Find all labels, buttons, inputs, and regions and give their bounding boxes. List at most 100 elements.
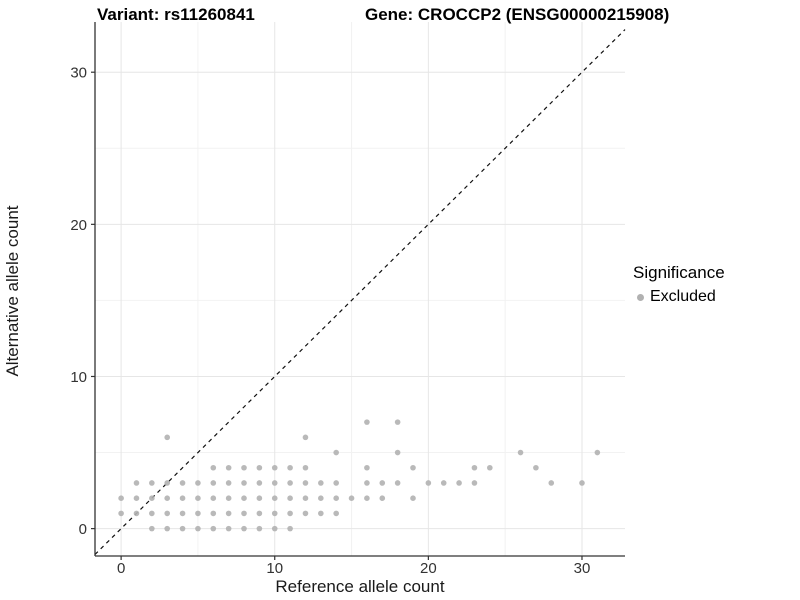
data-point	[241, 525, 247, 532]
data-point	[195, 495, 201, 501]
identity-line	[94, 29, 626, 555]
data-point	[164, 495, 171, 501]
data-point	[471, 464, 478, 471]
data-point	[333, 480, 339, 486]
data-point	[256, 525, 263, 532]
data-point	[333, 510, 339, 517]
data-point	[533, 464, 539, 471]
data-point	[410, 464, 416, 471]
data-point	[425, 480, 432, 486]
data-point	[333, 449, 339, 456]
data-point	[579, 480, 585, 486]
data-point	[318, 480, 324, 486]
data-point	[164, 525, 171, 532]
data-point	[256, 480, 263, 486]
data-point	[271, 495, 278, 501]
data-point	[241, 480, 247, 486]
data-point	[195, 510, 201, 517]
data-point	[271, 510, 278, 517]
data-point	[210, 480, 217, 486]
data-point	[440, 480, 447, 486]
data-point	[179, 495, 186, 501]
data-point	[394, 480, 401, 486]
data-point	[287, 495, 293, 501]
data-point	[241, 495, 247, 501]
legend-item-label: Excluded	[650, 288, 716, 305]
data-point	[364, 464, 370, 471]
legend-item-excluded: Excluded	[633, 288, 798, 306]
data-point	[287, 480, 293, 486]
data-point	[256, 464, 263, 471]
data-point	[287, 510, 293, 517]
data-point	[210, 525, 217, 532]
data-point	[410, 495, 416, 501]
data-point	[225, 510, 232, 517]
data-point	[271, 464, 278, 471]
data-point	[302, 510, 309, 517]
data-point	[164, 480, 171, 486]
data-point	[318, 495, 324, 501]
data-point	[225, 480, 232, 486]
gene-title: Gene: CROCCP2 (ENSG00000215908)	[365, 5, 670, 24]
data-point	[256, 495, 263, 501]
data-point	[225, 464, 232, 471]
y-tick-label: 20	[70, 217, 87, 234]
data-point	[164, 434, 171, 441]
y-axis-title: Alternative allele count	[3, 205, 22, 377]
data-point	[348, 495, 355, 501]
data-point	[133, 480, 140, 486]
legend-title: Significance	[633, 263, 725, 282]
data-point	[133, 495, 140, 501]
data-point	[364, 495, 370, 501]
data-point	[302, 464, 309, 471]
data-point	[302, 434, 309, 441]
data-point	[179, 510, 186, 517]
data-point	[195, 480, 201, 486]
data-point	[210, 464, 217, 471]
data-point	[594, 449, 601, 456]
data-point	[517, 449, 524, 456]
x-tick-label: 30	[574, 560, 591, 577]
data-point	[394, 449, 401, 456]
data-point	[179, 480, 186, 486]
data-point	[487, 464, 493, 471]
data-point	[302, 480, 309, 486]
data-point	[133, 510, 140, 517]
data-point	[256, 510, 263, 517]
data-point	[149, 495, 155, 501]
data-point	[379, 495, 386, 501]
data-point	[333, 495, 339, 501]
variant-title: Variant: rs11260841	[97, 5, 255, 24]
data-point	[394, 419, 401, 425]
data-point	[548, 480, 555, 486]
data-point	[225, 495, 232, 501]
data-point	[149, 480, 155, 486]
data-point	[118, 510, 124, 517]
data-point	[179, 525, 186, 532]
y-tick-label: 30	[70, 65, 87, 82]
data-point	[210, 510, 217, 517]
data-point	[364, 419, 370, 425]
data-point	[287, 464, 293, 471]
data-point	[287, 525, 293, 532]
x-tick-label: 10	[266, 560, 283, 577]
data-point	[302, 495, 309, 501]
data-point	[149, 510, 155, 517]
data-point	[364, 480, 370, 486]
data-point	[210, 495, 217, 501]
data-point	[241, 510, 247, 517]
data-point	[318, 510, 324, 517]
x-tick-label: 20	[420, 560, 437, 577]
excluded-point-icon	[637, 293, 644, 301]
y-tick-label: 10	[70, 369, 87, 386]
data-point	[379, 480, 386, 486]
data-point	[164, 510, 171, 517]
y-tick-label: 0	[79, 521, 87, 538]
data-point	[149, 525, 155, 532]
data-point	[271, 480, 278, 486]
x-axis-title: Reference allele count	[275, 577, 445, 596]
data-point	[241, 464, 247, 471]
data-point	[271, 525, 278, 532]
